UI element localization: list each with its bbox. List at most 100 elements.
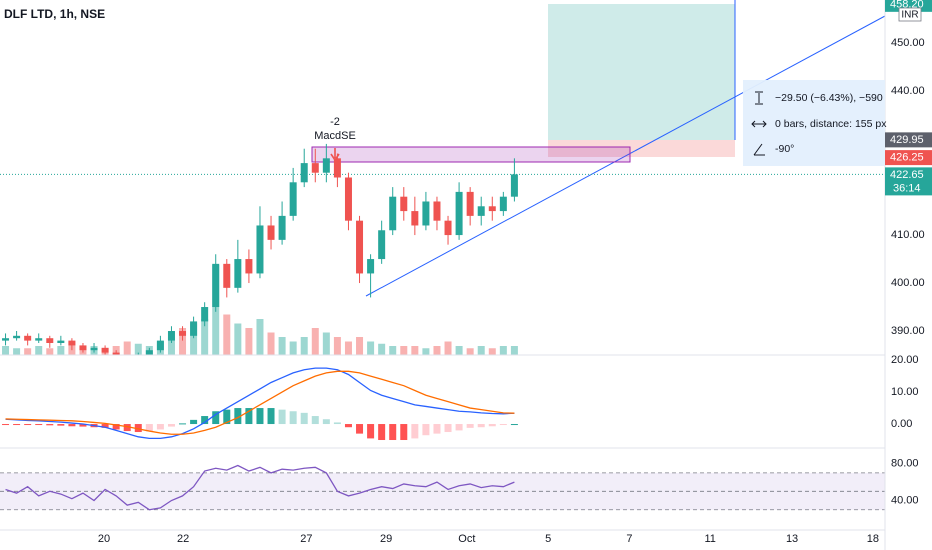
candle-body xyxy=(112,352,120,355)
candle-body xyxy=(333,158,341,178)
candle-body xyxy=(234,259,242,288)
volume-bar xyxy=(57,346,65,355)
candle-body xyxy=(433,201,441,221)
macd-histogram-bar xyxy=(223,409,231,425)
x-tick-label: 22 xyxy=(177,533,189,545)
candle-body xyxy=(46,338,54,344)
macd-histogram-bar xyxy=(2,424,10,426)
candle-body xyxy=(378,230,386,260)
candle-body xyxy=(367,259,375,274)
volume-bar xyxy=(333,337,341,355)
x-tick-label: 29 xyxy=(380,533,392,545)
volume-bar xyxy=(278,337,286,355)
price-label: 422.65 xyxy=(890,169,924,181)
candle-body xyxy=(223,263,231,288)
volume-bar xyxy=(190,323,198,355)
candle-body xyxy=(24,335,32,341)
stop-zone xyxy=(548,140,735,157)
macd-histogram-bar xyxy=(267,408,275,425)
macd-histogram-bar xyxy=(378,424,386,441)
candle-body xyxy=(201,307,209,322)
candle-body xyxy=(90,347,98,351)
macd-histogram-bar xyxy=(400,424,408,441)
volume-bar xyxy=(322,332,330,355)
macd-histogram-bar xyxy=(68,424,76,427)
volume-bar xyxy=(234,323,242,355)
volume-bar xyxy=(510,346,518,355)
icon xyxy=(755,91,763,105)
macd-histogram-bar xyxy=(311,416,319,425)
price-label-box xyxy=(885,0,932,12)
macd-histogram-bar xyxy=(156,424,164,430)
macd-histogram-bar xyxy=(167,424,175,427)
chart-title: DLF LTD, 1h, NSE xyxy=(4,7,105,21)
macd-histogram-bar xyxy=(466,424,474,428)
macd-histogram-bar xyxy=(79,424,87,427)
macd-histogram-bar xyxy=(112,424,120,430)
macd-histogram-bar xyxy=(46,424,54,426)
candle-body xyxy=(212,263,220,308)
volume-bar xyxy=(300,337,308,355)
macd-histogram-bar xyxy=(123,424,131,432)
macd-histogram-bar xyxy=(322,419,330,425)
macd-histogram-bar xyxy=(179,423,187,425)
candle-body xyxy=(289,182,297,216)
macd-line xyxy=(5,370,515,435)
macd-histogram-bar xyxy=(212,411,220,425)
macd-histogram-bar xyxy=(190,419,198,425)
volume-bar xyxy=(400,346,408,355)
volume-bar xyxy=(344,341,352,355)
macd-histogram-bar xyxy=(101,424,109,428)
macd-pane xyxy=(2,367,518,441)
candle-body xyxy=(389,196,397,231)
volume-bar xyxy=(13,348,21,355)
macd-histogram-bar xyxy=(389,424,397,441)
x-tick-label: 27 xyxy=(300,533,312,545)
candle-body xyxy=(13,335,21,339)
y-tick-label: 450.00 xyxy=(891,37,925,49)
candle-body xyxy=(422,201,430,226)
volume-bar xyxy=(477,346,485,355)
volume-bar xyxy=(267,332,275,355)
candle-body xyxy=(300,163,308,183)
candle-body xyxy=(256,225,264,274)
macd-histogram-bar xyxy=(488,424,496,427)
trend-line xyxy=(365,15,885,297)
volume-bar xyxy=(378,343,386,355)
candle-body xyxy=(79,345,87,351)
rsi-pane xyxy=(0,464,885,511)
candle-body xyxy=(356,220,364,274)
volume-bar xyxy=(488,348,496,355)
volume-bar xyxy=(422,348,430,355)
rsi-line xyxy=(5,464,515,511)
volume-bar xyxy=(167,337,175,355)
countdown: 36:14 xyxy=(893,182,921,194)
y-tick-label: 40.00 xyxy=(891,494,919,506)
volume-bar xyxy=(389,346,397,355)
tooltip-box xyxy=(743,80,885,166)
x-tick-label: 20 xyxy=(98,533,110,545)
price-pane xyxy=(0,0,885,355)
tooltip-line: -90° xyxy=(775,143,794,155)
candle-body xyxy=(179,331,187,336)
x-tick-label: 18 xyxy=(867,533,879,545)
volume-bar xyxy=(201,319,209,355)
volume-bar xyxy=(499,346,507,355)
volume-bar xyxy=(311,328,319,355)
macd-histogram-bar xyxy=(300,412,308,425)
macd-histogram-bar xyxy=(344,424,352,428)
volume-bar xyxy=(367,341,375,355)
y-tick-label: 400.00 xyxy=(891,277,925,289)
candle-body xyxy=(278,215,286,240)
y-tick-label: 20.00 xyxy=(891,354,919,366)
candle-body xyxy=(400,196,408,212)
volume-bar xyxy=(444,341,452,355)
volume-bar xyxy=(455,346,463,355)
volume-bar xyxy=(433,346,441,355)
macd-histogram-bar xyxy=(24,424,32,426)
candle-body xyxy=(101,347,109,353)
candle-body xyxy=(455,191,463,236)
macd-histogram-bar xyxy=(57,424,65,426)
tooltip-line: 0 bars, distance: 155 px xyxy=(775,118,887,130)
